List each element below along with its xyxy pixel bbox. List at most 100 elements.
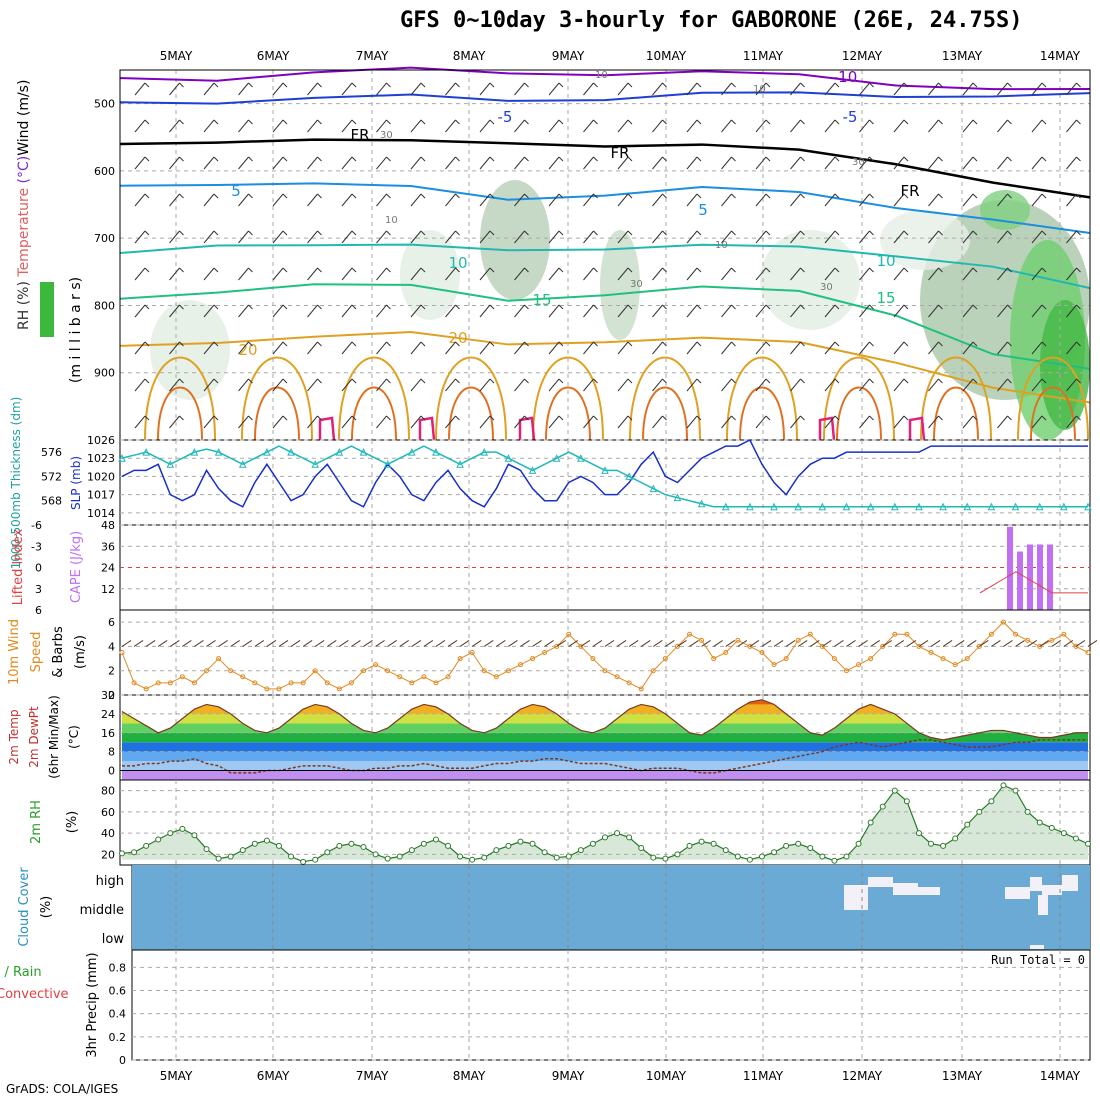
wind-barb [755, 82, 767, 96]
wind-barb [238, 304, 249, 318]
temp-line [121, 699, 1088, 741]
wind-barb-10m [133, 640, 144, 647]
wind-barb [144, 119, 150, 125]
wind-barb-10m [785, 640, 796, 647]
slp-tick-label: 1026 [87, 434, 115, 447]
rh-marker [698, 838, 705, 845]
wind-barb [445, 193, 456, 207]
wind-barb [731, 119, 736, 125]
wind-barb [617, 378, 629, 392]
wind-barb [652, 378, 663, 392]
wind-barb-10m [737, 640, 748, 647]
wind-speed-marker [1037, 643, 1043, 649]
rh-area [122, 785, 1088, 862]
wind-barb [652, 119, 663, 133]
wind-barb [307, 341, 318, 355]
wind-barb [972, 304, 978, 310]
wind-barb [479, 341, 491, 355]
isotherm-hottest [318, 416, 336, 441]
wind-speed-marker [1085, 650, 1091, 655]
rh-marker [686, 842, 693, 849]
wind-speed-marker [747, 643, 753, 649]
wind-barb-10m [194, 640, 204, 647]
wind-barb [1076, 378, 1081, 384]
rh-marker [855, 840, 862, 847]
wind-barb [213, 304, 219, 310]
wind-barb [548, 156, 560, 170]
wind-barb [169, 82, 180, 96]
cloud-gap [868, 877, 893, 887]
thickness-marker [1011, 502, 1020, 511]
wind-barb [869, 193, 874, 199]
wind-speed-marker [735, 637, 741, 643]
wind-barb [169, 193, 180, 207]
wind-barb [410, 193, 422, 207]
wind-barb [238, 230, 249, 244]
slp-tick-label: 1014 [87, 507, 115, 520]
cloud-ylabel: (%) [39, 896, 54, 919]
wind-barb [765, 193, 771, 199]
wind-barb [834, 119, 840, 125]
wind-barb-10m [906, 640, 917, 647]
wind-barb [997, 230, 1008, 244]
wind-barb [144, 156, 150, 162]
wind-ylabel: (m/s) [73, 635, 88, 669]
date-label-bottom: 13MAY [942, 1069, 983, 1083]
wind-barb [282, 267, 288, 273]
wind-barb [169, 230, 180, 244]
thickness-marker [359, 448, 368, 456]
wind-barb-10m [556, 640, 566, 647]
temperature-label: FR [350, 126, 369, 144]
wind-barb [1007, 230, 1012, 236]
y-tick-label: 900 [94, 367, 115, 380]
wind-barb [455, 341, 460, 347]
wind-barb [514, 230, 525, 244]
wind-barb [617, 82, 629, 96]
wind-speed-marker [1013, 631, 1019, 637]
wind-barb [410, 267, 422, 281]
temp-band [122, 742, 1088, 752]
wind-barb [489, 156, 495, 162]
rh-marker [203, 846, 210, 853]
wind-barb [134, 304, 146, 318]
wind-barb [997, 193, 1008, 207]
wind-barb [652, 82, 663, 96]
wind-barb [972, 230, 978, 236]
wind-speed-marker [131, 680, 137, 686]
rh-marker [903, 798, 910, 805]
wind-barb [755, 341, 767, 355]
temp-ylabel: 2m DewPt [27, 706, 41, 768]
wind-barb [134, 378, 146, 392]
wind-barb [627, 119, 633, 125]
wind-barb [1076, 341, 1081, 347]
wind-speed-marker [228, 668, 234, 674]
temp-band [122, 761, 1088, 771]
wind-barb [179, 82, 184, 88]
wind-barb [652, 230, 663, 244]
wind-barb [238, 119, 249, 133]
wind-barb [558, 119, 564, 125]
wind-barb [213, 193, 219, 199]
isotherm-hot [1030, 386, 1076, 441]
rh-marker [432, 836, 439, 843]
rh-marker [589, 840, 596, 847]
temp-tick-label: 8 [108, 746, 115, 759]
wind-barb [721, 341, 732, 355]
wind-barb [420, 378, 426, 384]
wind-barb [790, 119, 801, 133]
wind-barb-10m [870, 640, 880, 647]
wind-barb [169, 267, 180, 281]
wind-barb [351, 230, 357, 236]
wind-barb [420, 156, 426, 162]
wind-barb [834, 378, 840, 384]
rh-marker [553, 854, 560, 861]
wind-speed-marker [155, 680, 161, 686]
wind-barb [514, 378, 525, 392]
wind-barb [341, 378, 353, 392]
dewpoint-line [122, 739, 1088, 774]
wind-barb [1066, 119, 1077, 133]
wind-barb [524, 156, 529, 162]
rh-shading [150, 300, 230, 400]
wind-barb [800, 156, 805, 162]
wind-barb [928, 267, 939, 281]
